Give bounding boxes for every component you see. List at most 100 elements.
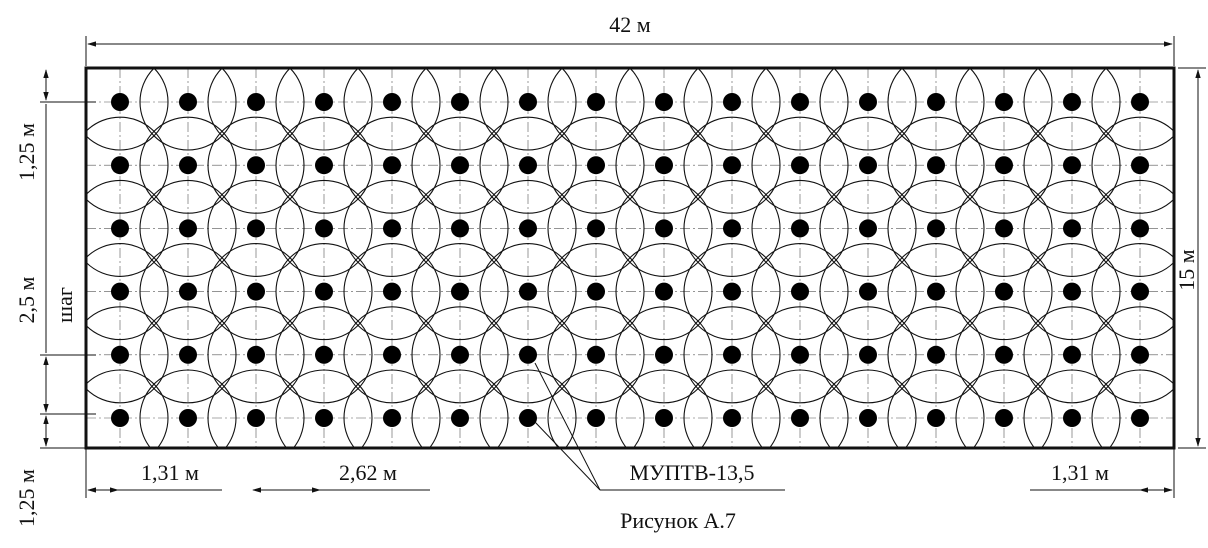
module-dot <box>451 93 469 111</box>
coverage-circle <box>819 68 917 151</box>
module-dot <box>587 409 605 427</box>
module-dot <box>655 219 673 238</box>
module-dot <box>995 345 1013 364</box>
module-dot <box>927 282 945 301</box>
module-dot <box>791 345 809 364</box>
coverage-circle <box>479 306 577 404</box>
module-dot <box>723 409 741 427</box>
module-dot <box>655 345 673 364</box>
coverage-circle <box>615 179 713 277</box>
coverage-circle <box>751 306 849 404</box>
module-dot <box>1063 282 1081 301</box>
coverage-circle <box>411 68 509 151</box>
module-dot <box>111 219 129 238</box>
coverage-circle <box>86 179 169 277</box>
dimension-total-height: 15 м <box>1174 67 1206 449</box>
coverage-circle <box>479 68 577 151</box>
top-margin-label: 1,25 м <box>14 123 39 181</box>
module-dot <box>179 282 197 301</box>
coverage-circle <box>1023 369 1121 448</box>
module-dot <box>111 156 129 175</box>
module-dot <box>791 219 809 238</box>
module-dot <box>315 219 333 238</box>
coverage-circle <box>1023 243 1121 341</box>
coverage-circle <box>547 68 645 151</box>
coverage-circle <box>887 68 985 151</box>
coverage-circle <box>207 306 305 404</box>
module-dot <box>791 282 809 301</box>
coverage-circle <box>955 369 1053 448</box>
coverage-circle <box>275 68 373 151</box>
module-dot <box>451 219 469 238</box>
module-dot <box>315 156 333 175</box>
coverage-circle <box>86 369 169 448</box>
coverage-circle <box>887 116 985 214</box>
coverage-circle <box>751 116 849 214</box>
module-dot <box>1063 345 1081 364</box>
coverage-circle <box>207 68 305 151</box>
coverage-circle <box>547 116 645 214</box>
sprinkler-modules <box>111 93 1149 427</box>
coverage-circle <box>615 243 713 341</box>
coverage-circle <box>343 369 441 448</box>
coverage-circle <box>1091 116 1174 214</box>
module-dot <box>655 93 673 111</box>
coverage-circle <box>547 369 645 448</box>
axis-lines <box>86 68 1174 448</box>
coverage-circle <box>955 68 1053 151</box>
module-dot <box>859 93 877 111</box>
coverage-circle <box>887 306 985 404</box>
coverage-circle <box>411 306 509 404</box>
coverage-circle <box>275 243 373 341</box>
coverage-circle <box>1091 179 1174 277</box>
right-margin-label: 1,31 м <box>1051 460 1109 485</box>
module-dot <box>587 219 605 238</box>
coverage-circle <box>207 243 305 341</box>
coverage-circle <box>411 179 509 277</box>
coverage-circle <box>479 243 577 341</box>
module-dot <box>1131 93 1149 111</box>
module-dot <box>247 345 265 364</box>
module-dot <box>383 345 401 364</box>
module-dot <box>179 409 197 427</box>
coverage-circle <box>819 306 917 404</box>
coverage-circle <box>547 306 645 404</box>
module-dot <box>995 93 1013 111</box>
module-dot <box>111 93 129 111</box>
coverage-circle <box>751 68 849 151</box>
module-dot <box>247 93 265 111</box>
coverage-circle <box>1091 243 1174 341</box>
module-dot <box>723 156 741 175</box>
coverage-circle <box>275 116 373 214</box>
module-dot <box>587 282 605 301</box>
coverage-circle <box>683 306 781 404</box>
step-word-label: шаг <box>52 287 77 323</box>
module-dot <box>451 282 469 301</box>
spacing-vertical-label: 2,5 м <box>14 276 39 323</box>
module-dot <box>927 156 945 175</box>
coverage-circle <box>343 116 441 214</box>
bottom-margin-label: 1,25 м <box>14 469 39 527</box>
coverage-circle <box>683 369 781 448</box>
coverage-circle <box>343 306 441 404</box>
coverage-circle <box>887 179 985 277</box>
coverage-circles <box>86 68 1174 448</box>
total-width-label: 42 м <box>609 12 651 37</box>
module-dot <box>383 156 401 175</box>
module-label: МУПТВ-13,5 <box>630 460 755 485</box>
module-dot <box>927 219 945 238</box>
total-height-label: 15 м <box>1174 249 1199 291</box>
module-dot <box>655 409 673 427</box>
module-dot <box>791 156 809 175</box>
coverage-circle <box>411 243 509 341</box>
module-dot <box>179 156 197 175</box>
coverage-circle <box>1023 179 1121 277</box>
module-dot <box>859 282 877 301</box>
coverage-circle <box>479 369 577 448</box>
module-dot <box>723 219 741 238</box>
figure-caption: Рисунок А.7 <box>620 508 736 533</box>
module-dot <box>383 219 401 238</box>
module-dot <box>519 156 537 175</box>
